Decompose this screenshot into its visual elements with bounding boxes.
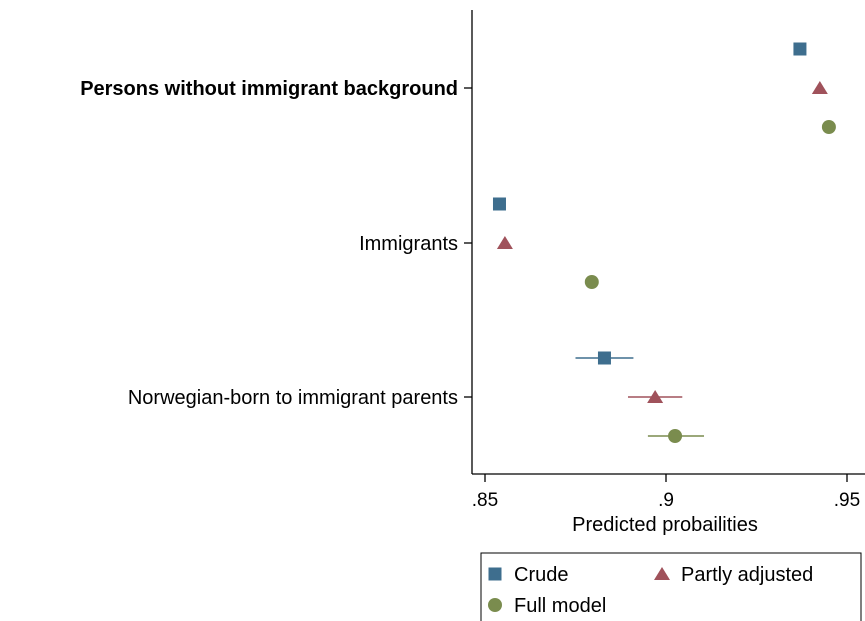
category-label: Norwegian-born to immigrant parents <box>128 387 458 409</box>
data-point-triangle <box>647 390 664 403</box>
category-axis: Persons without immigrant background Immi… <box>80 78 472 409</box>
legend-marker-circle <box>488 598 502 612</box>
data-point-square <box>492 197 506 211</box>
category-label: Immigrants <box>359 233 458 255</box>
data-point-triangle <box>496 236 513 249</box>
x-tick-label: .95 <box>834 490 860 511</box>
data-point-circle <box>584 275 599 289</box>
axes <box>471 10 865 475</box>
legend-marker-square <box>488 567 502 581</box>
data-point-circle <box>668 429 683 443</box>
category-label: Persons without immigrant background <box>80 78 458 100</box>
data-marks <box>492 42 836 443</box>
legend-label: Partly adjusted <box>681 564 813 586</box>
data-point-triangle <box>811 81 828 94</box>
legend: Crude Partly adjusted Full model <box>480 552 862 621</box>
legend-label: Full model <box>514 595 606 617</box>
x-tick-label: .9 <box>658 490 674 511</box>
x-axis-ticks: .85 .9 .95 <box>472 474 860 511</box>
data-point-square <box>793 42 807 56</box>
x-axis-title: Predicted probailities <box>572 514 758 536</box>
legend-box <box>480 552 862 621</box>
legend-label: Crude <box>514 564 568 586</box>
legend-marker-triangle <box>654 567 670 580</box>
x-tick-label: .85 <box>472 490 498 511</box>
legend-items: Crude Partly adjusted Full model <box>488 564 813 617</box>
data-point-circle <box>821 120 836 134</box>
data-point-square <box>597 351 611 365</box>
